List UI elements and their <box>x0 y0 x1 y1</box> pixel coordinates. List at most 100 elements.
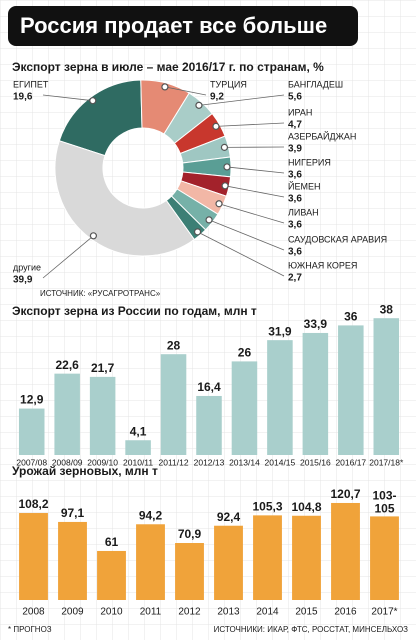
leader-dot <box>215 200 223 208</box>
value-label: 19,6 <box>13 92 33 103</box>
leader-line <box>164 86 207 96</box>
x-tick-label: 2017* <box>371 607 397 618</box>
bar <box>214 525 243 600</box>
x-tick-label: 2012/13 <box>194 457 225 467</box>
title-box <box>8 6 358 46</box>
bar <box>231 361 258 455</box>
value-label: 33,9 <box>304 317 328 331</box>
value-label: 108,2 <box>18 497 48 511</box>
bar <box>136 524 165 600</box>
value-label: 3,6 <box>288 194 302 205</box>
bar <box>175 543 204 600</box>
x-tick-label: 2014/15 <box>265 457 296 467</box>
value-label: 103-105 <box>372 489 396 516</box>
x-tick-label: 2009 <box>61 607 84 618</box>
legend-label: другие <box>13 262 41 272</box>
x-tick-label: 2013 <box>217 607 240 618</box>
leader-line <box>225 185 285 198</box>
leader-dot <box>161 83 169 91</box>
value-label: 22,6 <box>56 358 80 372</box>
leader-line <box>208 219 285 251</box>
value-label: 12,9 <box>20 393 44 407</box>
value-label: 4,7 <box>288 120 302 131</box>
value-label: 3,6 <box>288 170 302 181</box>
bar <box>338 325 364 455</box>
leader-dot <box>220 143 229 151</box>
bar <box>160 354 187 455</box>
leader-line <box>215 122 285 127</box>
bar <box>18 408 45 455</box>
footnote: * ПРОГНОЗ <box>8 625 52 634</box>
value-label: 105,3 <box>252 500 282 514</box>
value-label: 104,8 <box>291 500 321 514</box>
value-label: 3,9 <box>288 144 302 155</box>
x-tick-label: 2013/14 <box>229 457 260 467</box>
x-tick-label: 2016/17 <box>335 457 366 467</box>
bar <box>97 550 126 600</box>
value-label: 38 <box>380 302 394 316</box>
legend-label: ИРАН <box>288 107 312 117</box>
bar <box>125 440 151 455</box>
bar <box>292 515 321 600</box>
chart-title: Урожай зерновых, млн т <box>12 464 158 478</box>
legend-label: ЕГИПЕТ <box>13 79 49 89</box>
leader-line <box>198 94 285 106</box>
sources: ИСТОЧНИКИ: ИКАР, ФТС, РОССТАТ, МИНСЕЛЬХО… <box>214 625 408 634</box>
value-label: 28 <box>167 338 181 352</box>
leader-dot <box>223 163 231 171</box>
x-tick-label: 2010 <box>100 607 123 618</box>
bar <box>267 340 293 455</box>
value-label: 70,9 <box>178 527 202 541</box>
bar <box>370 516 399 600</box>
leader-line <box>197 231 285 277</box>
value-label: 2,7 <box>288 273 302 284</box>
leader-line <box>42 235 94 279</box>
chart-title: Экспорт зерна в июле – мае 2016/17 г. по… <box>12 60 324 74</box>
leader-dot <box>221 182 229 190</box>
x-tick-label: 2015/16 <box>300 457 331 467</box>
value-label: 120,7 <box>330 487 360 501</box>
x-tick-label: 2015 <box>295 607 318 618</box>
legend-label: ЛИВАН <box>288 207 319 217</box>
x-tick-label: 2007/08 <box>16 457 47 467</box>
x-tick-label: 2012 <box>178 607 201 618</box>
value-label: 3,6 <box>288 247 302 258</box>
x-tick-label: 2011/12 <box>158 457 188 467</box>
legend-label: ЙЕМЕН <box>288 180 320 191</box>
value-label: 94,2 <box>139 508 163 522</box>
x-tick-label: 2017/18* <box>369 457 404 467</box>
page-title: Россия продает все больше <box>20 13 327 38</box>
x-tick-label: 2010/11 <box>123 457 153 467</box>
legend-label: САУДОВСКАЯ АРАВИЯ <box>288 234 387 244</box>
leader-line <box>226 166 285 174</box>
bar <box>373 318 400 455</box>
value-label: 36 <box>344 310 358 324</box>
leader-dot <box>193 228 202 236</box>
x-tick-label: 2014 <box>256 607 279 618</box>
legend-label: ТУРЦИЯ <box>210 79 247 89</box>
bar <box>58 521 87 600</box>
x-tick-label: 2016 <box>334 607 357 618</box>
value-label: 97,1 <box>61 506 85 520</box>
x-tick-label: 2011 <box>140 607 162 618</box>
value-label: 61 <box>105 535 119 549</box>
legend-label: АЗЕРБАЙДЖАН <box>288 130 356 141</box>
leader-dot <box>205 216 213 224</box>
value-label: 92,4 <box>217 510 241 524</box>
leader-dot <box>89 97 97 105</box>
value-label: 5,6 <box>288 92 302 103</box>
leader-dot <box>195 101 203 109</box>
x-tick-label: 2008 <box>22 607 45 618</box>
legend-label: БАНГЛАДЕШ <box>288 79 343 89</box>
bar <box>196 395 222 455</box>
value-label: 31,9 <box>268 324 292 338</box>
value-label: 16,4 <box>197 380 221 394</box>
bar <box>89 376 116 455</box>
value-label: 4,1 <box>130 424 147 438</box>
leader-line <box>218 203 285 224</box>
leader-line <box>42 94 93 102</box>
value-label: 39,9 <box>13 275 33 286</box>
value-label: 3,6 <box>288 220 302 231</box>
legend-label: ЮЖНАЯ КОРЕЯ <box>288 260 357 270</box>
